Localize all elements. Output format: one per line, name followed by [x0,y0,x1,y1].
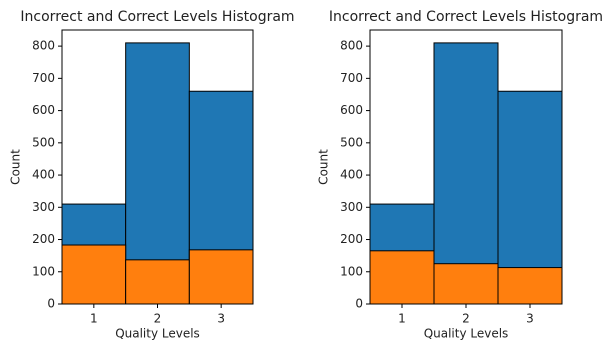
chart-title: Incorrect and Correct Levels Histogram [329,9,603,25]
y-tick-label: 0 [47,297,55,311]
y-tick-label: 300 [340,200,363,214]
x-tick-label: 3 [217,312,225,326]
x-tick-label: 3 [526,312,534,326]
x-axis-label: Quality Levels [424,327,509,341]
y-tick-label: 500 [340,135,363,149]
y-tick-label: 400 [340,168,363,182]
y-tick-label: 200 [32,232,55,246]
bar [433,42,499,305]
y-tick-label: 100 [340,264,363,278]
x-tick-label: 2 [462,312,470,326]
y-tick-label: 600 [32,103,55,117]
bar [125,259,190,305]
x-tick-label: 1 [398,312,406,326]
y-tick-label: 800 [32,39,55,53]
x-tick-label: 1 [90,312,98,326]
y-tick-label: 0 [355,297,363,311]
y-axis-label: Count [317,149,331,185]
chart-title: Incorrect and Correct Levels Histogram [20,9,294,25]
y-tick-label: 300 [32,200,55,214]
y-tick-label: 100 [32,264,55,278]
bar [188,249,254,305]
bar [497,267,563,305]
bar [369,250,435,305]
y-tick-label: 700 [32,71,55,85]
y-tick-label: 200 [340,232,363,246]
y-tick-label: 800 [340,39,363,53]
x-tick-label: 2 [154,312,162,326]
y-axis-label: Count [9,149,23,185]
x-axis-label: Quality Levels [115,327,200,341]
bar [61,244,127,305]
y-tick-label: 400 [32,168,55,182]
y-tick-label: 600 [340,103,363,117]
bar [433,263,499,305]
y-tick-label: 500 [32,135,55,149]
y-tick-label: 700 [340,71,363,85]
